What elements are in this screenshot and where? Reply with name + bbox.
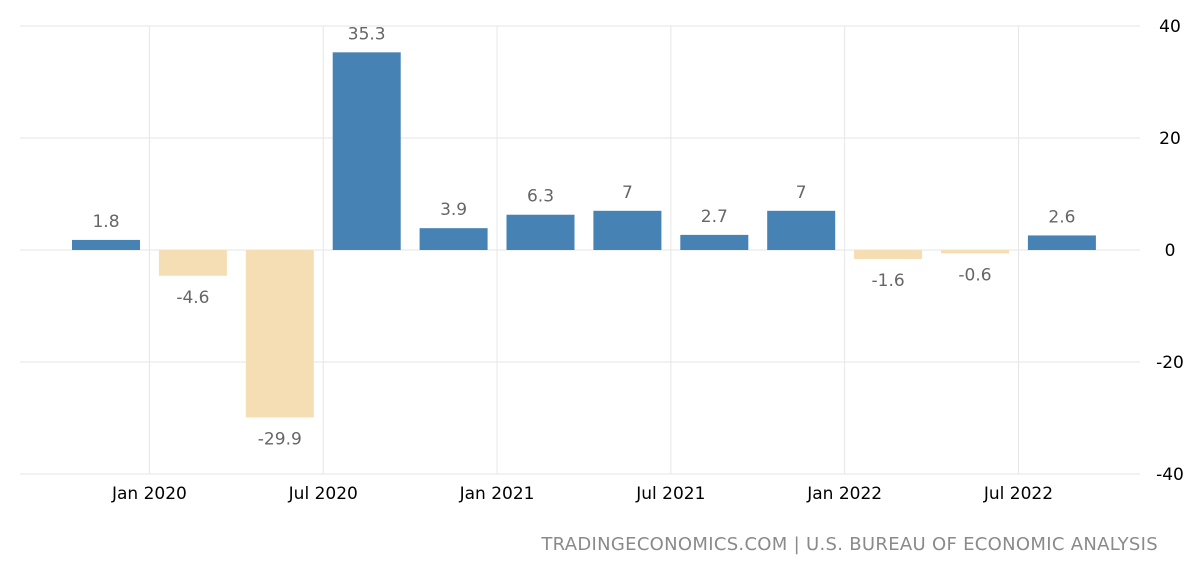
data-label: 1.8	[92, 212, 119, 232]
bar	[245, 250, 314, 418]
data-label: 2.7	[701, 207, 728, 227]
bar	[419, 228, 488, 250]
x-axis-ticks: Jan 2020 Jul 2020 Jan 2021 Jul 2021 Jan 2022…	[111, 484, 1053, 504]
bar	[680, 234, 749, 250]
bar	[593, 210, 662, 250]
y-tick-label: 20	[1159, 129, 1181, 149]
bar	[767, 210, 836, 250]
x-tick-label: Jul 2021	[635, 484, 705, 504]
bar	[158, 250, 227, 276]
bar	[332, 52, 401, 250]
x-tick-label: Jul 2020	[288, 484, 358, 504]
bar	[941, 250, 1009, 254]
data-label: -29.9	[258, 429, 302, 449]
x-tick-label: Jan 2021	[459, 484, 535, 504]
data-labels: 1.8 -4.6 -29.9 35.3 3.9 6.3 7 2.7 7 -1.6 -0.6 2.6	[92, 24, 1075, 449]
y-tick-label: -40	[1156, 465, 1184, 485]
bar-series	[72, 52, 1096, 418]
bar	[854, 250, 923, 259]
bar	[506, 214, 575, 250]
bar	[72, 239, 140, 250]
data-label: 6.3	[527, 187, 554, 207]
data-label: 7	[622, 183, 633, 203]
y-axis-ticks: 40 20 0 -20 -40	[1156, 17, 1184, 485]
y-tick-label: 0	[1165, 241, 1176, 261]
data-label: 2.6	[1048, 207, 1075, 227]
data-label: 35.3	[348, 24, 386, 44]
source-credit: TRADINGECONOMICS.COM | U.S. BUREAU OF EC…	[541, 534, 1158, 555]
data-label: 7	[796, 183, 807, 203]
bar	[1027, 235, 1096, 250]
data-label: 3.9	[440, 200, 467, 220]
y-tick-label: 40	[1159, 17, 1181, 37]
data-label: -0.6	[958, 265, 991, 285]
x-tick-label: Jan 2022	[806, 484, 882, 504]
x-tick-label: Jan 2020	[111, 484, 187, 504]
data-label: -4.6	[176, 288, 209, 308]
x-tick-label: Jul 2022	[983, 484, 1053, 504]
data-label: -1.6	[872, 271, 905, 291]
y-tick-label: -20	[1156, 353, 1184, 373]
